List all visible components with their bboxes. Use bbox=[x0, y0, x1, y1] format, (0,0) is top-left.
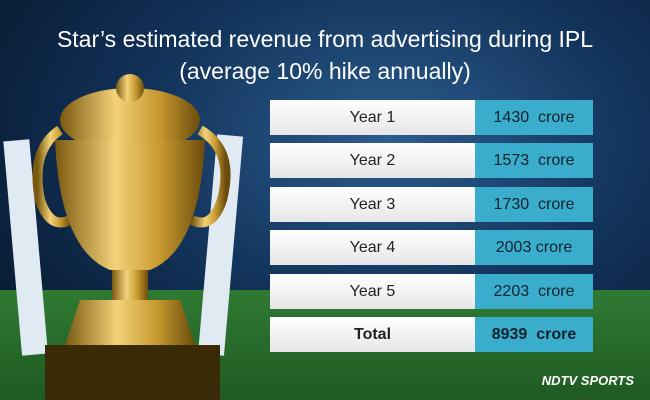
row-value: 1430 crore bbox=[475, 100, 593, 135]
table-row: Year 4 2003 crore bbox=[270, 230, 593, 265]
row-value: 8939 crore bbox=[475, 317, 593, 352]
table-row: Year 1 1430 crore bbox=[270, 100, 593, 135]
row-label: Year 1 bbox=[270, 100, 475, 135]
row-label: Year 4 bbox=[270, 230, 475, 265]
trophy bbox=[3, 74, 244, 400]
subtitle: (average 10% hike annually) bbox=[179, 58, 471, 84]
row-value: 2203 crore bbox=[475, 274, 593, 309]
table-row: Year 3 1730 crore bbox=[270, 187, 593, 222]
row-value: 2003 crore bbox=[475, 230, 593, 265]
row-label: Year 3 bbox=[270, 187, 475, 222]
table-row: Total 8939 crore bbox=[270, 317, 593, 352]
row-label: Year 2 bbox=[270, 143, 475, 178]
title: Star’s estimated revenue from advertisin… bbox=[56, 26, 594, 52]
row-value: 1573 crore bbox=[475, 143, 593, 178]
table-row: Year 5 2203 crore bbox=[270, 274, 593, 309]
logo: NDTV SPORTS bbox=[541, 373, 634, 388]
table-row: Year 2 1573 crore bbox=[270, 143, 593, 178]
row-label: Year 5 bbox=[270, 274, 475, 309]
row-value: 1730 crore bbox=[475, 187, 593, 222]
row-label: Total bbox=[270, 317, 475, 352]
